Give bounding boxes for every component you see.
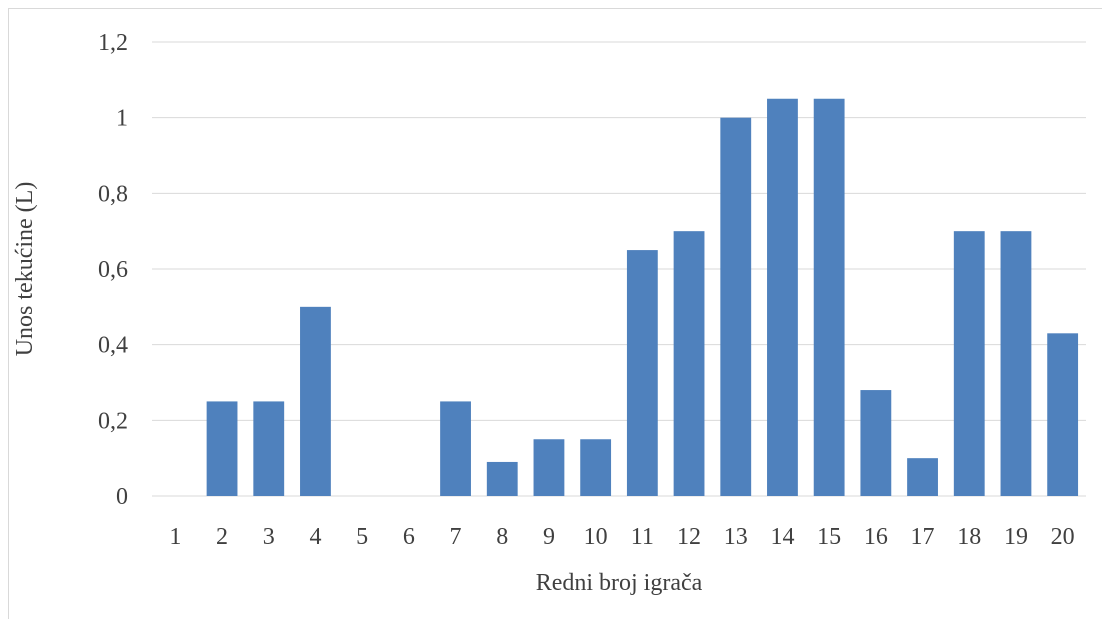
y-tick-label: 0,6 (98, 257, 128, 283)
y-tick-label: 0,8 (98, 181, 128, 207)
x-tick-label: 18 (957, 524, 981, 550)
x-tick-label: 4 (309, 524, 321, 550)
x-tick-label: 7 (450, 524, 462, 550)
bar-player-13 (720, 117, 752, 497)
x-tick-label: 12 (677, 524, 701, 550)
x-tick-label: 6 (403, 524, 415, 550)
x-tick-label: 13 (724, 524, 748, 550)
x-tick-label: 20 (1051, 524, 1075, 550)
x-axis-title: Redni broj igrača (536, 570, 703, 596)
x-tick-label: 10 (584, 524, 608, 550)
x-tick-label: 16 (864, 524, 888, 550)
bar-player-10 (580, 439, 612, 496)
y-axis-ticks: 0 0,2 0,4 0,6 0,8 1 1,2 (98, 30, 128, 510)
x-tick-label: 15 (817, 524, 841, 550)
x-tick-label: 2 (216, 524, 228, 550)
bar-player-15 (813, 98, 845, 496)
x-tick-label: 8 (496, 524, 508, 550)
y-tick-label: 0 (116, 484, 128, 510)
bar-player-16 (860, 390, 892, 496)
y-axis-title: Unos tekućine (L) (12, 182, 38, 357)
bar-player-20 (1047, 333, 1079, 496)
chart-frame (8, 8, 1102, 619)
bar-player-4 (300, 306, 331, 496)
bar-player-7 (440, 401, 471, 496)
x-axis-ticks: 1 2 3 4 5 6 7 8 9 10 11 12 13 14 15 16 17 18 19 20 (169, 524, 1074, 550)
y-tick-label: 1,2 (98, 30, 128, 56)
x-tick-label: 9 (543, 524, 555, 550)
y-tick-label: 0,2 (98, 408, 128, 434)
x-tick-label: 5 (356, 524, 368, 550)
x-tick-label: 1 (169, 524, 181, 550)
y-tick-label: 0,4 (98, 333, 128, 359)
x-tick-label: 3 (263, 524, 275, 550)
bar-player-2 (206, 401, 238, 496)
bar-player-9 (533, 439, 565, 496)
gridlines (152, 41, 1086, 497)
x-tick-label: 19 (1004, 524, 1028, 550)
x-tick-label: 14 (770, 524, 794, 550)
x-tick-label: 17 (911, 524, 935, 550)
bar-player-8 (486, 461, 518, 496)
x-tick-label: 11 (631, 524, 654, 550)
bars (206, 98, 1079, 497)
bar-player-17 (907, 458, 938, 496)
bar-player-14 (767, 98, 798, 496)
bar-player-19 (1000, 231, 1032, 496)
bar-player-11 (626, 250, 658, 496)
bar-player-3 (253, 401, 285, 496)
bar-player-12 (673, 231, 705, 496)
bar-player-18 (953, 231, 985, 496)
y-tick-label: 1 (116, 106, 128, 132)
